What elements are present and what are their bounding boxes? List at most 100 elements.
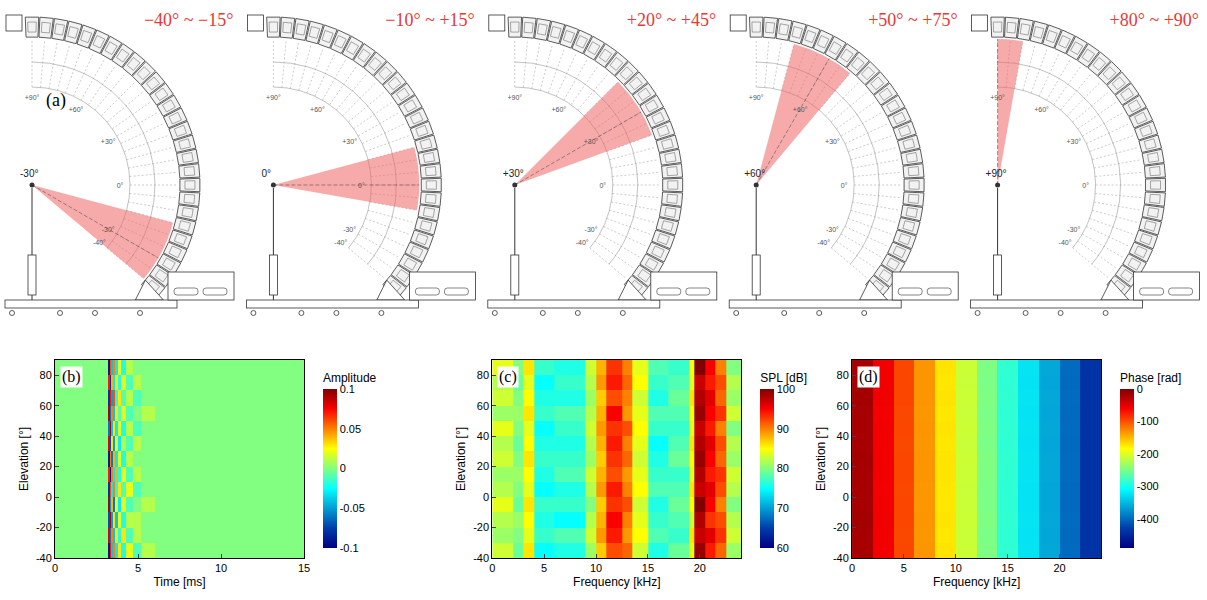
svg-text:(d): (d): [859, 368, 878, 386]
svg-text:0°: 0°: [599, 182, 606, 189]
svg-text:(a): (a): [46, 90, 66, 111]
svg-text:-200: -200: [1137, 448, 1159, 460]
svg-text:80: 80: [40, 369, 52, 381]
svg-text:-40: -40: [833, 552, 849, 564]
svg-text:20: 20: [837, 460, 849, 472]
svg-text:Phase [rad]: Phase [rad]: [1120, 371, 1181, 385]
svg-text:0: 0: [46, 491, 52, 503]
svg-text:+60°: +60°: [1034, 106, 1049, 113]
svg-text:60: 60: [40, 400, 52, 412]
svg-text:15: 15: [642, 562, 654, 574]
svg-text:90: 90: [777, 423, 789, 435]
svg-text:-0.1: -0.1: [340, 542, 359, 554]
svg-text:80: 80: [777, 462, 789, 474]
svg-text:+60°: +60°: [744, 168, 765, 179]
svg-text:Frequency [kHz]: Frequency [kHz]: [573, 575, 660, 589]
svg-text:0: 0: [843, 491, 849, 503]
svg-text:+90°: +90°: [507, 94, 522, 101]
svg-text:20: 20: [477, 460, 489, 472]
svg-text:−10° ~ +15°: −10° ~ +15°: [385, 10, 474, 30]
svg-text:100: 100: [777, 383, 795, 395]
svg-text:0: 0: [340, 462, 346, 474]
svg-text:-20: -20: [473, 521, 489, 533]
svg-text:+30°: +30°: [825, 138, 840, 145]
svg-text:-0.05: -0.05: [340, 502, 365, 514]
svg-text:60: 60: [837, 400, 849, 412]
svg-text:-300: -300: [1137, 480, 1159, 492]
svg-text:+60°: +60°: [69, 106, 84, 113]
svg-text:15: 15: [1002, 562, 1014, 574]
svg-text:10: 10: [590, 562, 602, 574]
svg-text:+60°: +60°: [310, 106, 325, 113]
svg-text:5: 5: [135, 562, 141, 574]
svg-text:Frequency [kHz]: Frequency [kHz]: [933, 575, 1020, 589]
svg-text:Elevation [°]: Elevation [°]: [17, 427, 31, 491]
svg-text:0°: 0°: [261, 168, 271, 179]
svg-text:0°: 0°: [1082, 182, 1089, 189]
svg-text:0: 0: [1137, 383, 1143, 395]
svg-text:5: 5: [541, 562, 547, 574]
svg-text:-100: -100: [1137, 415, 1159, 427]
svg-text:-40°: -40°: [334, 239, 347, 246]
svg-text:40: 40: [477, 430, 489, 442]
svg-text:-40°: -40°: [576, 239, 589, 246]
svg-text:0°: 0°: [117, 182, 124, 189]
svg-text:-40°: -40°: [1059, 239, 1072, 246]
svg-text:+30°: +30°: [1066, 138, 1081, 145]
svg-text:-30°: -30°: [585, 226, 598, 233]
svg-text:-40°: -40°: [93, 239, 106, 246]
svg-text:+30°: +30°: [584, 138, 599, 145]
svg-text:Time [ms]: Time [ms]: [153, 575, 205, 589]
svg-text:-30°: -30°: [20, 168, 38, 179]
svg-text:Elevation [°]: Elevation [°]: [814, 427, 828, 491]
svg-text:80: 80: [837, 369, 849, 381]
svg-text:-40°: -40°: [817, 239, 830, 246]
svg-text:15: 15: [298, 562, 310, 574]
svg-text:40: 40: [40, 430, 52, 442]
svg-text:+90°: +90°: [749, 94, 764, 101]
svg-text:SPL [dB]: SPL [dB]: [760, 371, 807, 385]
svg-text:-30°: -30°: [343, 226, 356, 233]
svg-text:-400: -400: [1137, 513, 1159, 525]
svg-text:70: 70: [777, 502, 789, 514]
svg-text:20: 20: [694, 562, 706, 574]
svg-text:Elevation [°]: Elevation [°]: [454, 427, 468, 491]
svg-text:0.05: 0.05: [340, 423, 361, 435]
svg-text:-30°: -30°: [1067, 226, 1080, 233]
svg-text:10: 10: [215, 562, 227, 574]
svg-text:+90°: +90°: [986, 168, 1007, 179]
svg-text:+90°: +90°: [25, 94, 40, 101]
svg-text:-30°: -30°: [102, 226, 115, 233]
svg-text:0.1: 0.1: [340, 383, 355, 395]
svg-text:Amplitude: Amplitude: [323, 371, 377, 385]
svg-text:+80° ~ +90°: +80° ~ +90°: [1110, 10, 1199, 30]
svg-text:5: 5: [901, 562, 907, 574]
svg-text:0°: 0°: [841, 182, 848, 189]
svg-text:0: 0: [849, 562, 855, 574]
svg-text:−40° ~ −15°: −40° ~ −15°: [144, 10, 233, 30]
svg-text:+20° ~ +45°: +20° ~ +45°: [627, 10, 716, 30]
svg-text:+60°: +60°: [793, 106, 808, 113]
svg-text:40: 40: [837, 430, 849, 442]
svg-text:+90°: +90°: [266, 94, 281, 101]
svg-text:(c): (c): [499, 368, 517, 386]
svg-text:+90°: +90°: [990, 94, 1005, 101]
svg-text:0: 0: [52, 562, 58, 574]
svg-text:+30°: +30°: [101, 138, 116, 145]
svg-text:+60°: +60°: [551, 106, 566, 113]
svg-text:-20: -20: [36, 521, 52, 533]
svg-text:20: 20: [1053, 562, 1065, 574]
svg-text:0°: 0°: [358, 182, 365, 189]
svg-text:-30°: -30°: [826, 226, 839, 233]
svg-text:80: 80: [477, 369, 489, 381]
svg-text:0: 0: [489, 562, 495, 574]
svg-text:-20: -20: [833, 521, 849, 533]
svg-text:(b): (b): [62, 368, 81, 386]
svg-text:10: 10: [950, 562, 962, 574]
svg-text:+50° ~ +75°: +50° ~ +75°: [868, 10, 957, 30]
svg-text:-40: -40: [473, 552, 489, 564]
svg-text:-40: -40: [36, 552, 52, 564]
svg-text:+30°: +30°: [503, 168, 524, 179]
svg-text:60: 60: [777, 542, 789, 554]
svg-text:+30°: +30°: [342, 138, 357, 145]
